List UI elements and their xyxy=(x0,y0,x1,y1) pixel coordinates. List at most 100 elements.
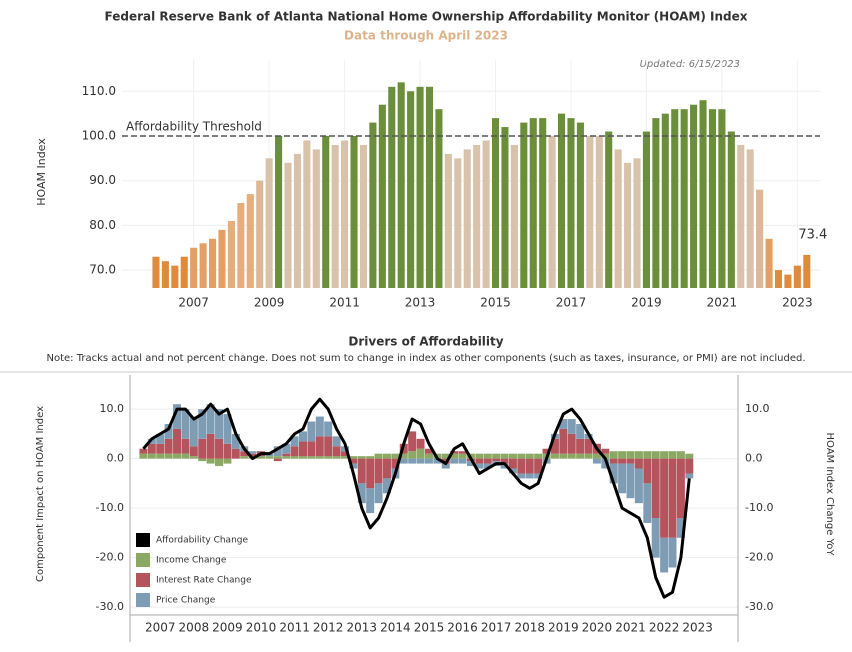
x-tick-label: 2021 xyxy=(707,296,738,310)
bar-segment xyxy=(668,451,677,459)
y-tick-label: 10.0 xyxy=(100,402,125,415)
bar xyxy=(614,149,622,288)
bar-segment xyxy=(399,453,408,459)
bar-segment xyxy=(458,458,467,464)
bar-segment xyxy=(282,443,291,454)
bar xyxy=(199,243,207,288)
bar-segment xyxy=(273,456,282,459)
bar xyxy=(388,86,396,288)
bar xyxy=(180,256,188,288)
bar-segment xyxy=(492,458,501,462)
bar xyxy=(416,86,424,288)
bar-segment xyxy=(525,458,534,474)
bar xyxy=(680,109,688,288)
bar xyxy=(718,109,726,288)
bar-segment xyxy=(660,451,669,459)
bar xyxy=(275,136,283,288)
bar-segment xyxy=(357,458,366,484)
bar-segment xyxy=(508,453,517,459)
bar-segment xyxy=(340,456,349,459)
bar xyxy=(350,136,358,288)
bar-segment xyxy=(156,443,165,454)
bar xyxy=(256,180,264,288)
bar-segment xyxy=(592,453,601,459)
bar xyxy=(765,238,773,288)
bar-segment xyxy=(475,458,484,464)
bar xyxy=(586,136,594,288)
bar-segment xyxy=(475,453,484,459)
bar-segment xyxy=(324,436,333,457)
bar-segment xyxy=(189,416,198,447)
line xyxy=(142,397,691,599)
bar-segment xyxy=(685,453,694,459)
data-label: 73.4 xyxy=(798,227,827,242)
bar-segment xyxy=(382,453,391,459)
bar xyxy=(727,131,735,288)
bar-segment xyxy=(240,451,249,457)
bar-segment xyxy=(651,458,660,519)
bar-segment xyxy=(424,453,433,459)
bar xyxy=(756,189,764,288)
bar-segment xyxy=(534,473,543,479)
bar-segment xyxy=(483,458,492,464)
bar-segment xyxy=(466,461,475,467)
bar xyxy=(737,144,745,288)
bar-segment xyxy=(382,458,391,479)
bar-segment xyxy=(676,518,685,538)
bar-segment xyxy=(534,458,543,474)
bar xyxy=(774,270,783,288)
bar xyxy=(171,265,179,288)
bar-segment xyxy=(399,458,408,464)
x-tick-label: 2013 xyxy=(405,296,436,310)
bar-segment xyxy=(240,456,249,459)
bar-segment xyxy=(483,463,492,469)
bar-segment xyxy=(618,451,627,459)
bar-segment xyxy=(147,453,156,459)
bar-segment xyxy=(349,463,358,469)
x-tick-label: 2014 xyxy=(380,621,411,635)
legend-label: Price Change xyxy=(156,596,216,606)
bar-segment xyxy=(416,438,425,449)
y-axis-label: HOAM Index xyxy=(35,138,48,206)
bar xyxy=(293,153,301,288)
bar-segment xyxy=(315,436,324,457)
bar-segment xyxy=(601,448,610,454)
bar-segment xyxy=(576,438,585,454)
bar xyxy=(482,140,490,288)
bar-segment xyxy=(550,438,559,454)
bar-segment xyxy=(215,458,224,467)
bar-segment xyxy=(416,458,425,464)
bar-segment xyxy=(332,446,341,457)
bar xyxy=(397,82,405,289)
legend-label: Income Change xyxy=(156,556,227,566)
x-tick-label: 2013 xyxy=(347,621,378,635)
update-note: Updated: 6/15/2023 xyxy=(640,59,740,70)
bar-segment xyxy=(525,453,534,459)
bar-segment xyxy=(500,453,509,459)
bar-segment xyxy=(618,463,627,494)
bar-segment xyxy=(592,458,601,464)
bar-segment xyxy=(584,453,593,459)
bar-segment xyxy=(559,453,568,459)
bar-segment xyxy=(576,423,585,439)
y2-tick-label: -20.0 xyxy=(745,551,773,564)
x-tick-label: 2022 xyxy=(649,621,680,635)
bar-segment xyxy=(164,453,173,459)
bar xyxy=(265,158,273,288)
bar-segment xyxy=(424,458,433,464)
bar xyxy=(331,144,339,288)
bar xyxy=(341,140,349,288)
legend-label: Affordability Change xyxy=(156,536,248,546)
bar-segment xyxy=(357,456,366,459)
bar-segment xyxy=(231,433,240,449)
x-tick-label: 2017 xyxy=(556,296,587,310)
bar-segment xyxy=(139,453,148,459)
bar xyxy=(558,113,566,288)
bar xyxy=(209,238,217,288)
bar xyxy=(567,118,575,288)
bar-segment xyxy=(609,451,618,459)
bar-segment xyxy=(500,463,509,469)
bar xyxy=(595,136,603,288)
bar xyxy=(190,247,198,288)
